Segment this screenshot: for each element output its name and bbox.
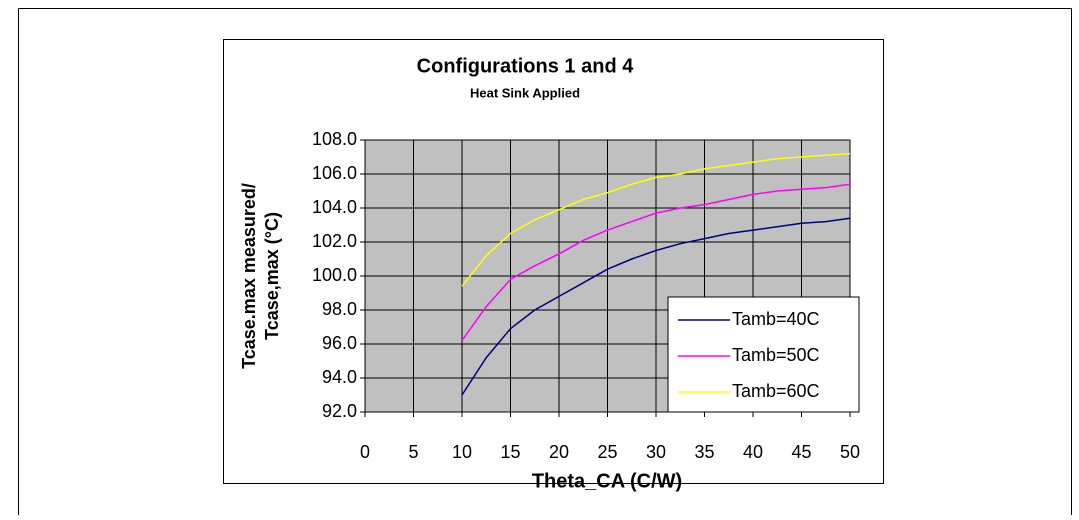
x-tick-label: 40: [743, 442, 763, 462]
y-tick-label: 96.0: [322, 333, 357, 353]
y-tick-label: 92.0: [322, 401, 357, 421]
x-tick-label: 0: [360, 442, 370, 462]
y-axis-label: Tcase,max (°C): [262, 212, 282, 340]
x-tick-label: 30: [646, 442, 666, 462]
series-line: [461, 152, 851, 287]
y-tick-label: 106.0: [312, 163, 357, 183]
x-tick-label: 50: [840, 442, 860, 462]
x-tick-label: 5: [408, 442, 418, 462]
legend-label: Tamb=60C: [732, 381, 820, 401]
legend: [667, 296, 860, 413]
legend-label: Tamb=40C: [732, 309, 820, 329]
x-tick-label: 20: [549, 442, 569, 462]
series-line: [461, 183, 851, 342]
x-axis-label: Theta_CA (C/W): [532, 470, 682, 492]
x-tick-label: 10: [452, 442, 472, 462]
y-tick-label: 100.0: [312, 265, 357, 285]
y-tick-label: 104.0: [312, 197, 357, 217]
x-tick-label: 35: [694, 442, 714, 462]
y-axis-label: Tcase.max measured/: [239, 183, 259, 369]
x-tick-label: 25: [597, 442, 617, 462]
legend-label: Tamb=50C: [732, 345, 820, 365]
y-tick-label: 98.0: [322, 299, 357, 319]
y-tick-label: 102.0: [312, 231, 357, 251]
x-tick-label: 45: [791, 442, 811, 462]
y-tick-label: 108.0: [312, 129, 357, 149]
chart-title: Configurations 1 and 4: [417, 55, 635, 77]
chart-subtitle: Heat Sink Applied: [470, 85, 580, 100]
y-tick-label: 94.0: [322, 367, 357, 387]
series-line: [461, 217, 851, 396]
x-tick-label: 15: [500, 442, 520, 462]
